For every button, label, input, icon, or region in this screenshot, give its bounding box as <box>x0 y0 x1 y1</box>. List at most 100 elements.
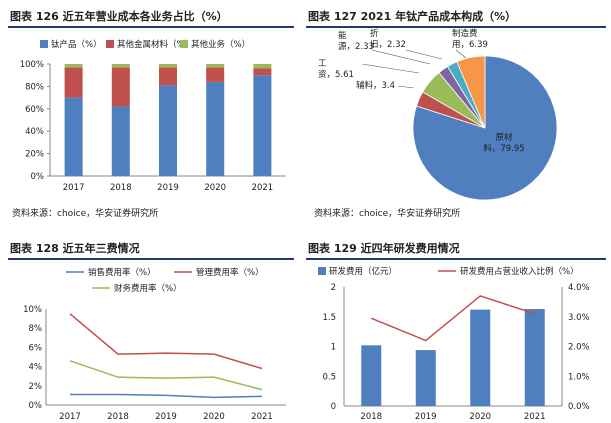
y-tick-label: 8% <box>29 324 43 334</box>
legend-item-swatch <box>40 40 48 48</box>
x-tick-label: 2017 <box>63 183 85 193</box>
bar-segment <box>111 64 130 68</box>
slice-label: 工资，5.61 <box>318 59 354 80</box>
y-tick-label: 0% <box>29 401 43 411</box>
title-rule <box>8 26 294 28</box>
bar-segment <box>159 67 177 86</box>
pie-slice <box>456 55 486 129</box>
chart-title: 图表 129 近四年研发费用情况 <box>308 242 460 255</box>
leader-line <box>371 49 431 65</box>
y-right-tick-label: 0.0% <box>568 402 590 412</box>
bar <box>470 309 491 406</box>
bar-segment <box>206 81 225 176</box>
chart-title: 图表 126 近五年营业成本各业务占比（%） <box>10 10 228 23</box>
y-left-tick-label: 0 <box>331 402 336 412</box>
y-right-tick-label: 3.0% <box>568 313 590 323</box>
bar-segment <box>111 67 130 107</box>
leader-line <box>397 85 415 89</box>
pie-slice <box>412 55 558 201</box>
slice-label: 能源，2.33 <box>338 30 374 52</box>
bar-segment <box>64 64 83 68</box>
x-tick-label: 2019 <box>157 183 179 193</box>
source-note: 资料来源：choice，华安证券研究所 <box>314 209 461 219</box>
y-tick-label: 20% <box>25 150 44 160</box>
y-left-tick-label: 1 <box>331 343 336 353</box>
legend-item-label: 其他业务（%） <box>191 39 250 50</box>
leader-line <box>361 63 420 74</box>
y-tick-label: 6% <box>29 343 43 353</box>
bar-segment <box>64 97 83 176</box>
y-tick-label: 60% <box>25 105 44 115</box>
bar-line-combo-chart: 研发费用（亿元） 研发费用占营业收入比例（%） 0 0.5 1 1.5 2 0.0% 1.0% 2… <box>318 266 590 422</box>
legend-item-label: 研发费用占营业收入比例（%） <box>460 266 579 277</box>
legend-item-swatch <box>318 267 326 275</box>
x-tick-label: 2021 <box>524 412 546 422</box>
x-tick-label: 2017 <box>59 412 81 422</box>
slice-label: 折旧，2.32 <box>370 28 406 50</box>
chart-panel-cost-share: 图表 126 近五年营业成本各业务占比（%） 钛产品（%） 其他金属材料（%） 其他… <box>0 0 300 220</box>
x-tick-label: 2019 <box>415 412 437 422</box>
bar-segment <box>111 106 130 176</box>
y-tick-label: 80% <box>25 82 44 92</box>
y-tick-label: 10% <box>23 305 42 315</box>
y-left-tick-label: 1.5 <box>322 313 336 323</box>
bar-segment <box>206 64 225 68</box>
chart-panel-cost-structure: 图表 127 2021 年钛产品成本构成（%） 原材料，79.95 辅料，3.4 工… <box>306 0 611 220</box>
y-tick-label: 4% <box>29 363 43 373</box>
bar-segment <box>64 67 83 98</box>
y-tick-label: 100% <box>20 60 44 70</box>
y-right-tick-label: 2.0% <box>568 343 590 353</box>
bar-segment <box>253 64 272 69</box>
legend-item-label: 财务费用率（%） <box>114 283 182 294</box>
chart-panel-expense-ratios: 图表 128 近五年三费情况 销售费用率（%） 管理费用率（%） 财务费用率（%） 0… <box>0 232 300 423</box>
y-right-tick-label: 1.0% <box>568 372 590 382</box>
x-tick-label: 2021 <box>251 412 273 422</box>
y-tick-label: 0% <box>31 172 45 182</box>
title-rule <box>306 26 606 28</box>
source-note: 资料来源：choice，华安证券研究所 <box>12 209 159 219</box>
chart-title: 图表 128 近五年三费情况 <box>10 242 140 255</box>
chart-title: 图表 127 2021 年钛产品成本构成（%） <box>308 10 517 23</box>
series-line <box>69 360 263 391</box>
x-tick-label: 2018 <box>107 412 129 422</box>
x-tick-label: 2020 <box>204 183 226 193</box>
bar <box>415 350 436 406</box>
legend-item-label: 管理费用率（%） <box>196 267 264 278</box>
legend-item-label: 钛产品（%） <box>51 39 102 50</box>
y-tick-label: 2% <box>29 382 43 392</box>
y-left-tick-label: 2 <box>331 283 336 293</box>
y-tick-label: 40% <box>25 127 44 137</box>
legend-item-label: 销售费用率（%） <box>88 267 156 278</box>
legend-item-label: 研发费用（亿元） <box>329 266 397 277</box>
x-tick-label: 2018 <box>110 183 132 193</box>
bar <box>361 345 382 406</box>
series-line <box>70 393 263 399</box>
bar-segment <box>159 85 177 176</box>
bar-segment <box>159 64 177 68</box>
series-line <box>370 295 535 342</box>
y-right-tick-label: 4.0% <box>568 283 590 293</box>
title-rule <box>8 258 294 260</box>
title-rule <box>306 258 606 260</box>
x-tick-label: 2020 <box>203 412 225 422</box>
leader-line <box>455 49 467 59</box>
bar <box>524 309 545 406</box>
leader-line <box>405 49 443 60</box>
stacked-bar-chart: 钛产品（%） 其他金属材料（%）其他业务（%） 0% 20% 40% 60% 80% 100%… <box>20 39 286 193</box>
bar-segment <box>206 67 225 82</box>
bar-segment <box>253 75 272 176</box>
slice-label: 原材料，79.95 <box>483 132 524 154</box>
bar-segment <box>253 68 272 76</box>
legend-item-swatch <box>106 40 114 48</box>
chart-panel-rd-expense: 图表 129 近四年研发费用情况 研发费用（亿元） 研发费用占营业收入比例（%） 0… <box>306 232 611 423</box>
legend-item-swatch <box>180 40 188 48</box>
x-tick-label: 2018 <box>360 412 382 422</box>
y-left-tick-label: 0.5 <box>322 372 336 382</box>
line-chart: 销售费用率（%） 管理费用率（%） 财务费用率（%） 0% 2% 4% 6% 8% 10% 201… <box>23 267 286 422</box>
x-tick-label: 2020 <box>469 412 491 422</box>
series-line <box>69 313 263 370</box>
slice-label: 制造费用，6.39 <box>452 28 488 50</box>
slice-label: 辅料，3.4 <box>356 80 395 91</box>
x-tick-label: 2019 <box>155 412 177 422</box>
